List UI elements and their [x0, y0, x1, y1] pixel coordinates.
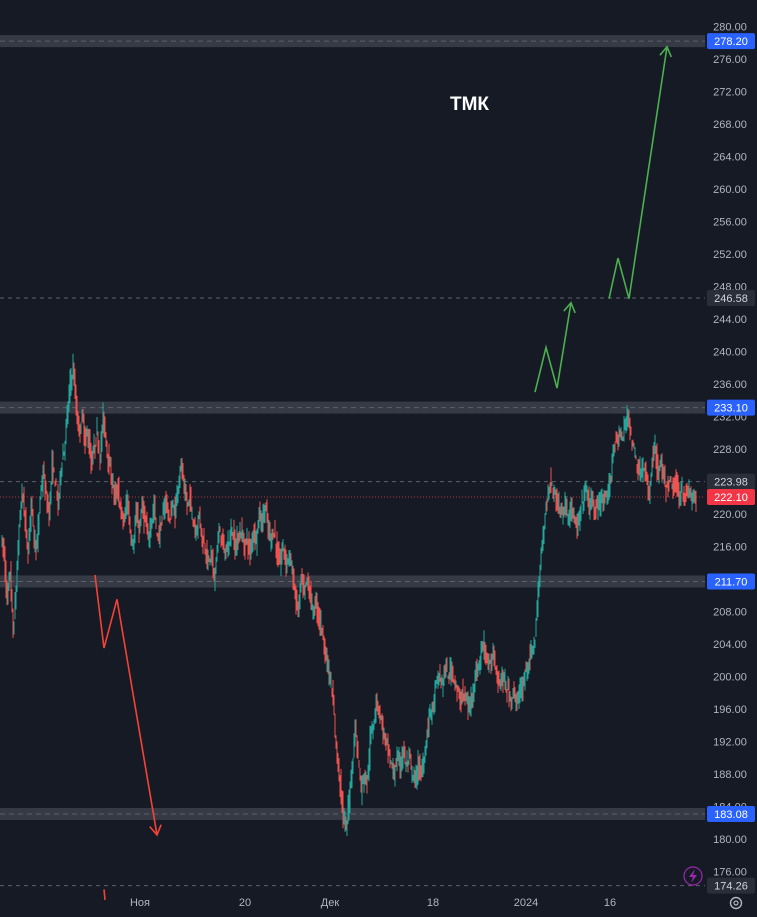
y-tick-label: 176.00: [713, 867, 747, 879]
level-label-box: [707, 877, 755, 894]
y-tick-label: 260.00: [713, 184, 747, 196]
red-arrow-stub: [103, 889, 106, 901]
level-labels: 278.20 246.58 233.10 223.98 222.10 211.70 183.…: [707, 33, 755, 894]
y-tick-label: 276.00: [713, 54, 747, 66]
y-tick-label: 180.00: [713, 834, 747, 846]
level-label: 183.08: [714, 809, 748, 821]
x-axis[interactable]: Ноя 20 Дек 18 2024 16: [130, 897, 616, 909]
x-tick-label: 2024: [514, 897, 538, 909]
level-label-box: [707, 488, 755, 505]
green-arrow-head: [659, 45, 673, 58]
y-tick-label: 240.00: [713, 347, 747, 359]
x-tick-label: 20: [239, 897, 251, 909]
y-tick-label: 216.00: [713, 542, 747, 554]
green-zigzag-arrow: [608, 46, 668, 299]
level-label-box: [707, 573, 755, 590]
y-tick-label: 272.00: [713, 87, 747, 99]
level-label-box: [707, 33, 755, 50]
level-label: 223.98: [714, 477, 748, 489]
x-tick-label: 16: [604, 897, 616, 909]
y-axis[interactable]: 176.00180.00184.00188.00192.00196.00200.…: [713, 22, 747, 879]
level-label-box: [707, 473, 755, 490]
y-tick-label: 252.00: [713, 249, 747, 261]
y-tick-label: 236.00: [713, 379, 747, 391]
red-arrow-head: [149, 824, 162, 837]
y-tick-label: 256.00: [713, 217, 747, 229]
green-arrow-head: [563, 301, 576, 314]
y-tick-label: 220.00: [713, 509, 747, 521]
y-tick-label: 268.00: [713, 119, 747, 131]
level-label: 174.26: [714, 881, 748, 893]
x-tick-label: Ноя: [130, 897, 150, 909]
level-label: 211.70: [715, 576, 748, 588]
lightning-icon[interactable]: [683, 866, 703, 886]
levels-layer: [0, 35, 705, 887]
level-label-box: [707, 399, 755, 416]
y-tick-label: 244.00: [713, 314, 747, 326]
y-tick-label: 196.00: [713, 704, 747, 716]
y-tick-label: 280.00: [713, 22, 747, 34]
chart-title: ТМК: [450, 94, 489, 115]
y-tick-label: 188.00: [713, 769, 747, 781]
level-label: 233.10: [714, 403, 748, 415]
y-tick-label: 228.00: [713, 444, 747, 456]
candles-layer: [1, 353, 697, 836]
level-label: 246.58: [714, 293, 748, 305]
level-label: 222.10: [714, 492, 748, 504]
level-label: 278.20: [714, 36, 748, 48]
y-tick-label: 200.00: [713, 672, 747, 684]
x-tick-label: 18: [427, 897, 439, 909]
level-label-box: [707, 290, 755, 307]
red-arrow-down: [94, 574, 158, 836]
y-tick-label: 192.00: [713, 737, 747, 749]
settings-gear-icon[interactable]: [729, 896, 743, 910]
annotations-layer: [94, 45, 673, 901]
y-tick-label: 264.00: [713, 152, 747, 164]
green-zigzag-arrow: [534, 302, 572, 393]
x-tick-label: Дек: [321, 897, 340, 909]
y-tick-label: 208.00: [713, 607, 747, 619]
level-label-box: [707, 805, 755, 822]
y-tick-label: 204.00: [713, 639, 747, 651]
